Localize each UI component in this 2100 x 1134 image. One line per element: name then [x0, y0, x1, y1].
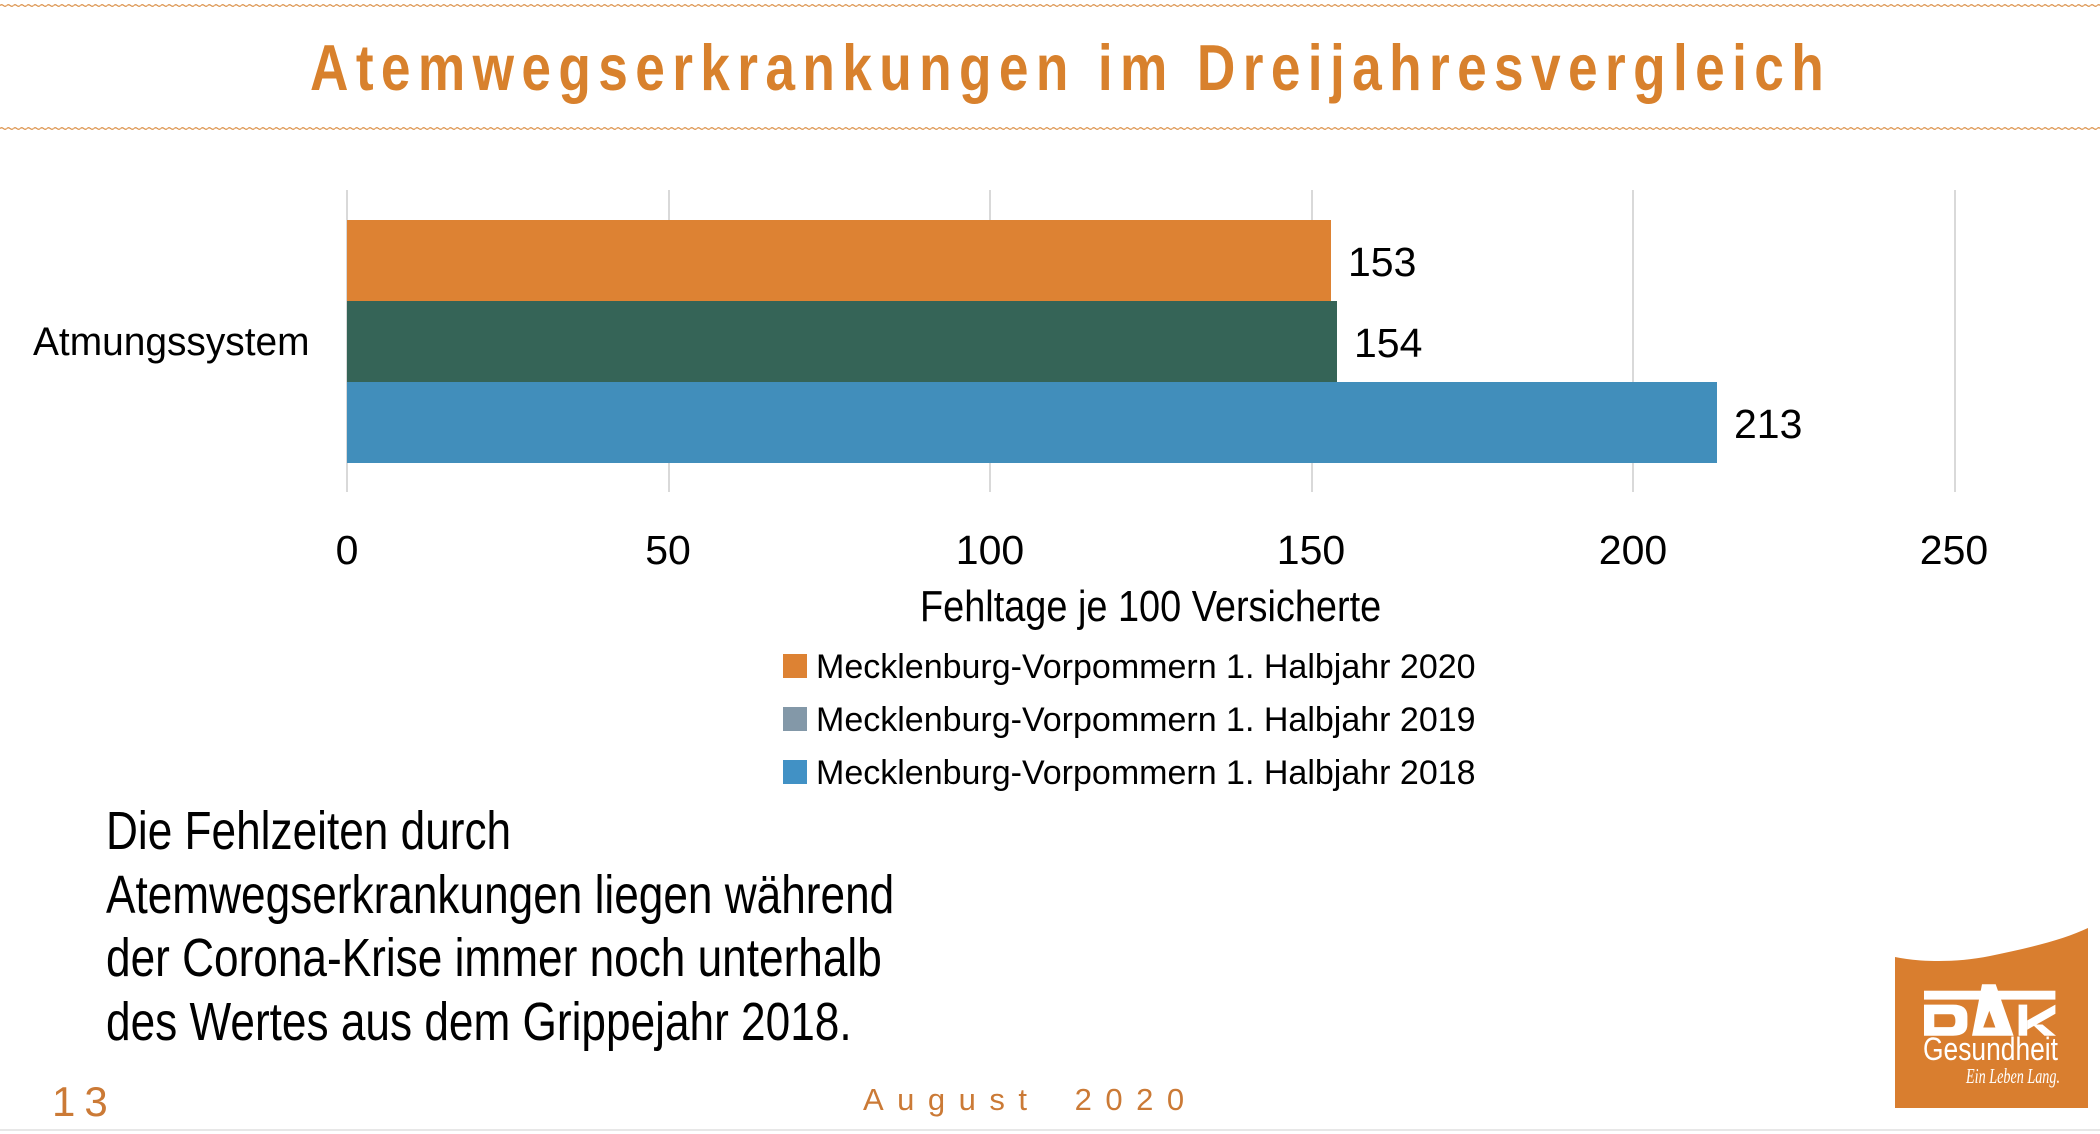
- svg-text:Ein Leben Lang.: Ein Leben Lang.: [1965, 1064, 2060, 1088]
- svg-text:Gesundheit: Gesundheit: [1923, 1031, 2058, 1067]
